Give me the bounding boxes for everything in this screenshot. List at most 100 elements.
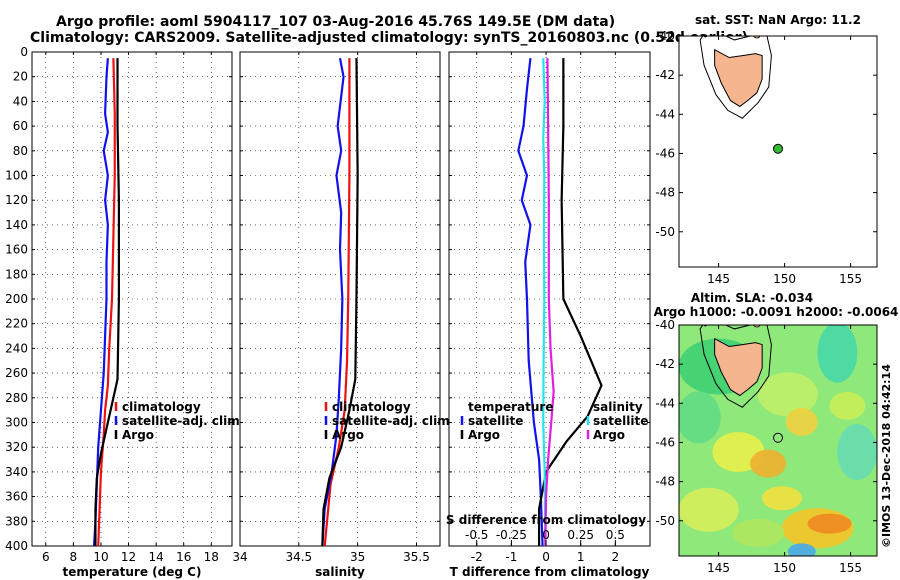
x-tick-label: 14 [148, 550, 163, 564]
copyright-text: ©IMOS 13-Dec-2018 04:42:14 [880, 364, 893, 548]
sla-patch [679, 391, 721, 444]
legend-label: satellite-adj. clim. [122, 414, 244, 428]
y-tick-label: 200 [5, 292, 28, 306]
x-tick-label: 16 [176, 550, 191, 564]
legend-title-temperature: temperature [468, 400, 553, 414]
x-tick-label: 150 [773, 272, 796, 286]
x-tick-label: 12 [121, 550, 136, 564]
series-satellite-adj-clim- [321, 57, 345, 547]
temperature-panel: 6 8 10 12 14 16 180204060801001201401601802002… [5, 45, 244, 579]
y-tick-label: 120 [5, 193, 28, 207]
x-tick-label: 18 [204, 550, 219, 564]
y-tick-label: -40 [655, 318, 675, 332]
x-tick-label: 34.5 [285, 550, 312, 564]
legend-title-salinity: salinity [593, 400, 643, 414]
y-tick-label: -44 [655, 107, 675, 121]
series-satellite-adj-clim- [92, 58, 109, 547]
tasmania-landmass [714, 337, 763, 397]
y-tick-label: 0 [20, 45, 28, 59]
y-tick-label: -48 [655, 475, 675, 489]
y-tick-label: 240 [5, 341, 28, 355]
argo-location-marker [773, 432, 783, 443]
legend-label: Argo [122, 428, 154, 442]
x-tick-label: 8 [70, 550, 78, 564]
y-tick-label: 20 [13, 70, 28, 84]
y-tick-label: -46 [655, 146, 675, 160]
sst-map-panel: 145 150 155 -40 -42 -44 -46 -48 -50 [655, 29, 878, 286]
map-content [679, 325, 877, 556]
salinity-panel: 34 34.5 35 35.5 salinity climatologysatellite… [232, 51, 454, 579]
x-tick-label: 155 [839, 561, 862, 575]
series-climatology [323, 58, 351, 547]
argo-location-marker [773, 143, 783, 154]
y-tick-label: -42 [655, 68, 675, 82]
x-tick-label: 6 [42, 550, 50, 564]
y-tick-label: 280 [5, 391, 28, 405]
series-s-satellite [542, 58, 547, 547]
y-tick-label: -48 [655, 186, 675, 200]
x2-tick-label: -0.25 [496, 528, 527, 542]
sla-map-title-1: Altim. SLA: -0.034 [691, 291, 813, 305]
y-tick-label: -50 [655, 225, 675, 239]
y-tick-label: -46 [655, 435, 675, 449]
sla-patch [785, 408, 818, 437]
legend-label: climatology [332, 400, 411, 414]
y-tick-label: -40 [655, 29, 675, 43]
x-tick-label: 150 [773, 561, 796, 575]
x-tick-label: 10 [93, 550, 108, 564]
sla-map-title-2: Argo h1000: -0.0091 h2000: -0.0064 [654, 305, 899, 319]
difference-panel: -2 -1 0 1 2T difference from climatology temp… [446, 51, 651, 579]
shelf-contour [699, 36, 772, 119]
legend-label: Argo [332, 428, 364, 442]
legend-label: climatology [122, 400, 201, 414]
x-tick-label: 35.5 [403, 550, 430, 564]
y-tick-label: 300 [5, 416, 28, 430]
legend-label: Argo [468, 428, 500, 442]
x-axis-label: salinity [315, 565, 365, 579]
y-tick-label: -42 [655, 357, 675, 371]
map-frame [678, 324, 878, 557]
y-tick-label: 140 [5, 218, 28, 232]
y-tick-label: -44 [655, 396, 675, 410]
x-tick-label: -1 [505, 550, 517, 564]
title-line-2: Climatology: CARS2009. Satellite-adjuste… [30, 30, 748, 46]
title-line-1: Argo profile: aoml 5904117_107 03-Aug-20… [56, 14, 615, 30]
x2-tick-label: 0 [542, 528, 550, 542]
x-tick-label: 2 [612, 550, 620, 564]
sla-patch [757, 372, 818, 417]
sla-patch [750, 449, 787, 478]
legend-label: satellite [468, 414, 523, 428]
series-climatology [97, 58, 116, 547]
y-tick-label: 160 [5, 243, 28, 257]
x2-axis-label: S difference from climatology [446, 513, 646, 527]
y-tick-label: 100 [5, 169, 28, 183]
x-tick-label: 34 [232, 550, 247, 564]
sla-patch [761, 486, 802, 511]
sla-map-panel: 145 150 155 -40 -42 -44 -46 -48 -50 [655, 318, 878, 575]
x-tick-label: 155 [839, 272, 862, 286]
sla-patch [817, 325, 858, 383]
legend-label: satellite-adj. clim. [332, 414, 454, 428]
sla-patch [732, 518, 785, 547]
x-tick-label: 1 [577, 550, 585, 564]
y-tick-label: 80 [13, 144, 28, 158]
tasmania-landmass [714, 48, 763, 108]
shelf-contour [699, 325, 772, 408]
series-s-argo [544, 58, 555, 547]
x-tick-label: 145 [707, 272, 730, 286]
series-argo [94, 58, 120, 546]
map-frame [678, 35, 878, 268]
sla-patch [837, 424, 877, 481]
legend-label: Argo [593, 428, 625, 442]
x-tick-label: 145 [707, 561, 730, 575]
y-tick-label: 360 [5, 490, 28, 504]
sla-patch [829, 391, 866, 420]
x-tick-label: 35 [350, 550, 365, 564]
y-tick-label: 60 [13, 119, 28, 133]
x-tick-label: -2 [471, 550, 483, 564]
y-tick-label: 180 [5, 267, 28, 281]
y-tick-label: 380 [5, 514, 28, 528]
legend-label: satellite [593, 414, 648, 428]
series-t-satellite [517, 58, 544, 547]
